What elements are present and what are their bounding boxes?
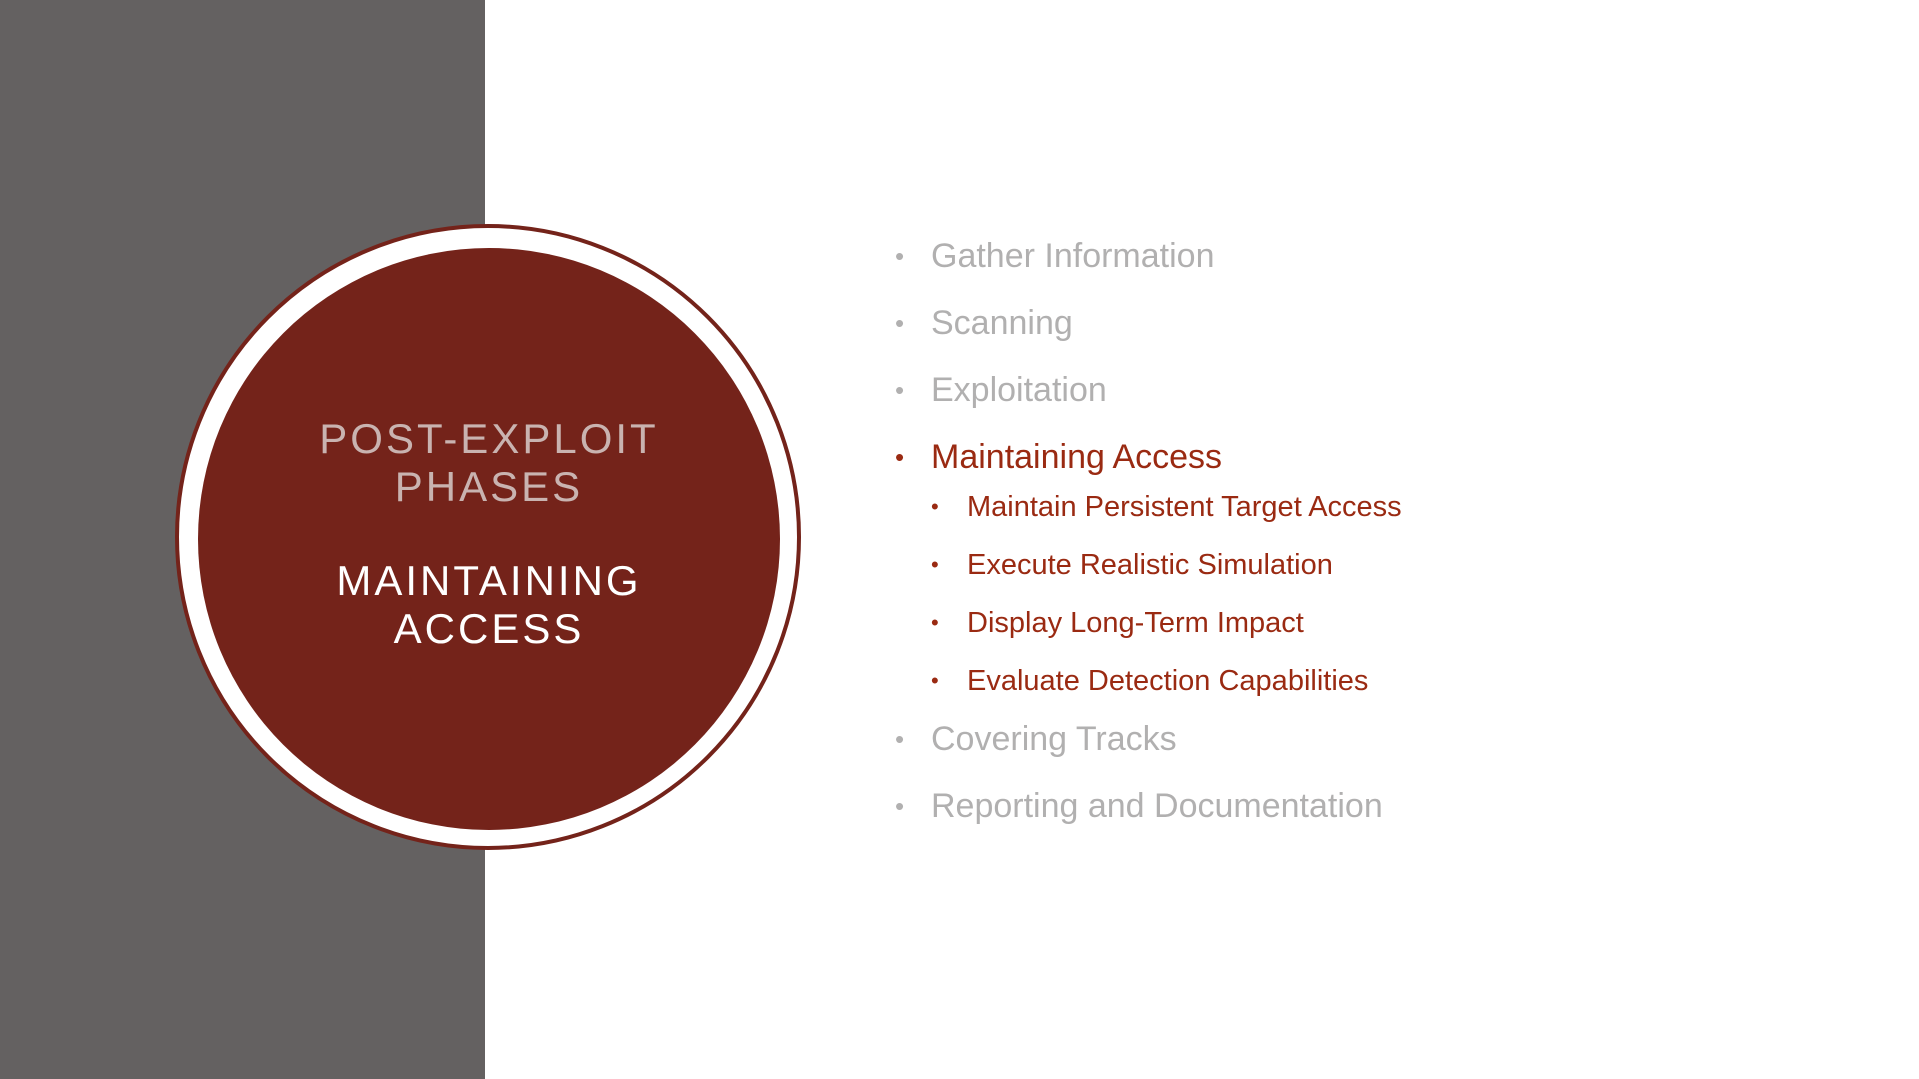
maintaining-access-sublist: • Maintain Persistent Target Access • Ex… (931, 486, 1795, 702)
subitem-detection-capabilities: • Evaluate Detection Capabilities (931, 660, 1795, 702)
subitem-label: Evaluate Detection Capabilities (967, 665, 1369, 697)
subitem-persistent-access: • Maintain Persistent Target Access (931, 486, 1795, 528)
bullet-marker: • (895, 791, 905, 821)
sub-bullet-marker: • (931, 610, 939, 635)
bullet-marker: • (895, 442, 905, 472)
circle-badge (198, 248, 780, 830)
section-title: POST-EXPLOIT PHASES (309, 415, 669, 511)
current-phase-line-2: ACCESS (393, 605, 585, 652)
subitem-label: Display Long-Term Impact (967, 607, 1304, 639)
section-title-line-1: POST-EXPLOIT (319, 415, 659, 462)
subitem-label: Execute Realistic Simulation (967, 549, 1333, 581)
phase-item-label: Maintaining Access (931, 438, 1223, 476)
phase-item-label: Gather Information (931, 237, 1215, 275)
bullet-marker: • (895, 241, 905, 271)
sub-bullet-marker: • (931, 552, 939, 577)
phase-item-label: Scanning (931, 304, 1073, 342)
phase-item-covering-tracks: • Covering Tracks (895, 718, 1795, 760)
current-phase-line-1: MAINTAINING (336, 557, 642, 604)
phase-item-maintaining-access: • Maintaining Access • Maintain Persiste… (895, 436, 1795, 702)
bullet-marker: • (895, 375, 905, 405)
section-title-line-2: PHASES (394, 463, 584, 510)
bullet-marker: • (895, 308, 905, 338)
phase-item-scanning: • Scanning (895, 302, 1795, 344)
subitem-long-term-impact: • Display Long-Term Impact (931, 602, 1795, 644)
sub-bullet-marker: • (931, 494, 939, 519)
phase-list: • Gather Information • Scanning • Exploi… (895, 235, 1795, 852)
subitem-realistic-simulation: • Execute Realistic Simulation (931, 544, 1795, 586)
bullet-marker: • (895, 724, 905, 754)
phase-item-exploitation: • Exploitation (895, 369, 1795, 411)
circle-title-block: POST-EXPLOIT PHASES MAINTAINING ACCESS (198, 248, 780, 830)
phase-item-reporting-documentation: • Reporting and Documentation (895, 785, 1795, 827)
phase-item-gather-information: • Gather Information (895, 235, 1795, 277)
phase-item-label: Exploitation (931, 371, 1107, 409)
sub-bullet-marker: • (931, 668, 939, 693)
phase-item-label: Covering Tracks (931, 720, 1177, 758)
current-phase-title: MAINTAINING ACCESS (309, 557, 669, 653)
phase-item-label: Reporting and Documentation (931, 787, 1383, 825)
subitem-label: Maintain Persistent Target Access (967, 491, 1402, 523)
